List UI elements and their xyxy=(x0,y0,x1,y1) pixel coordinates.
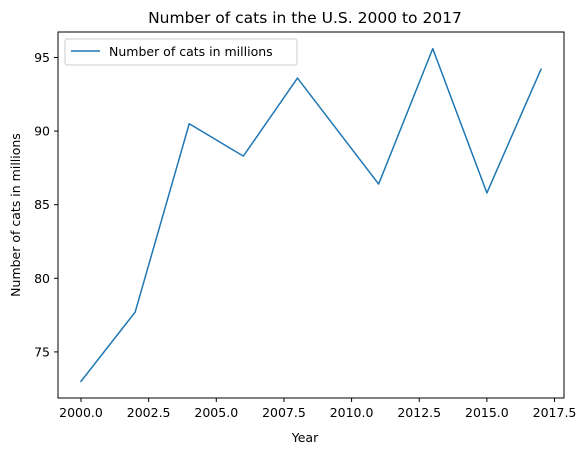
series-line xyxy=(79,47,542,383)
y-tick-label: 80 xyxy=(34,271,50,286)
x-tick-label: 2015.0 xyxy=(465,405,509,420)
legend-entry-label: Number of cats in millions xyxy=(109,44,273,59)
x-tick-label: 2010.0 xyxy=(330,405,374,420)
x-tick-label: 2005.0 xyxy=(194,405,238,420)
x-tick-label: 2002.5 xyxy=(127,405,171,420)
y-axis-label: Number of cats in millions xyxy=(8,133,23,297)
y-tick-label: 75 xyxy=(34,344,50,359)
series-layer xyxy=(79,47,542,383)
chart-title: Number of cats in the U.S. 2000 to 2017 xyxy=(148,9,462,27)
legend: Number of cats in millions xyxy=(64,38,298,66)
legend-box xyxy=(64,38,298,66)
x-axis-label: Year xyxy=(291,430,319,445)
y-tick-label: 85 xyxy=(34,197,50,212)
x-tick-label: 2000.0 xyxy=(59,405,103,420)
y-tick-label: 90 xyxy=(34,124,50,139)
x-tick-label: 2017.5 xyxy=(533,405,577,420)
x-tick-label: 2012.5 xyxy=(397,405,441,420)
y-axis-ticks: 75 80 85 90 95 xyxy=(34,50,58,359)
y-tick-label: 95 xyxy=(34,50,50,65)
x-tick-label: 2007.5 xyxy=(262,405,306,420)
plot-area-frame xyxy=(57,31,565,399)
x-axis-ticks: 2000.0 2002.5 2005.0 2007.5 2010.0 2012.5 2015… xyxy=(59,398,576,420)
